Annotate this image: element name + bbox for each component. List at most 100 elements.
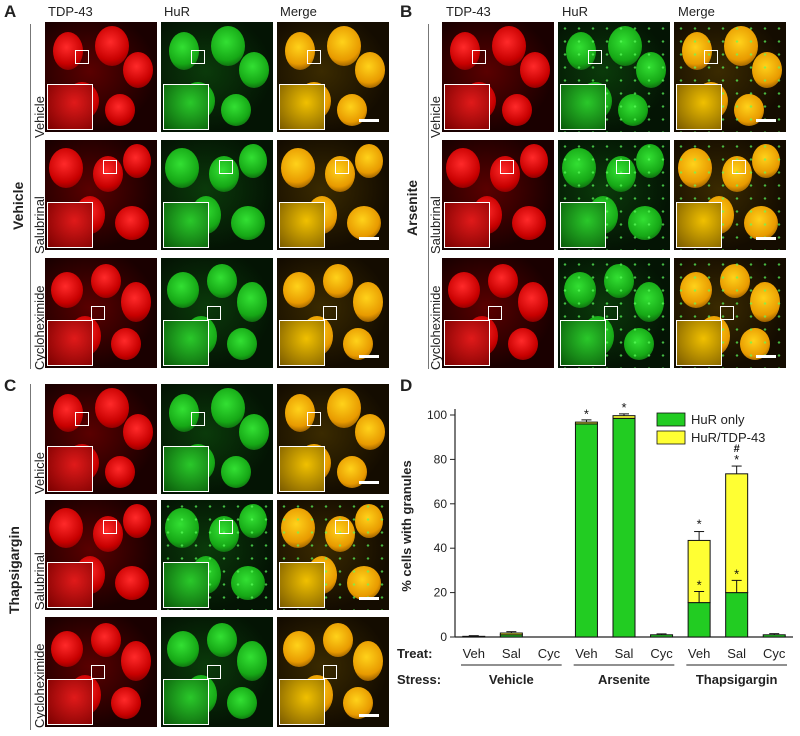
cell-nucleus [490,156,520,192]
treat-label: Treat: [397,646,432,661]
panel-c-letter: C [4,376,17,395]
cell-nucleus [211,26,245,66]
micrograph-b-r2-red [442,140,554,250]
panel-b-header-merge: Merge [678,4,715,19]
panel-c-group-label: Thapsigargin [6,526,22,614]
panel-b-bracket [428,24,429,369]
roi-box [103,520,117,534]
roi-box [588,50,602,64]
stress-group-label: Vehicle [489,672,534,687]
roi-box [75,50,89,64]
roi-box [103,160,117,174]
roi-box [616,160,630,174]
zoom-inset [47,320,93,366]
scale-bar [756,355,776,358]
cell-nucleus [355,52,385,88]
cell-nucleus [121,282,151,322]
zoom-inset [163,446,209,492]
micrograph-c-r3-red [45,617,157,727]
cell-nucleus [123,52,153,88]
cell-nucleus [49,508,83,548]
bar-hur-only [762,634,786,638]
scale-bar [359,237,379,240]
roi-box [307,412,321,426]
legend-label: HuR/TDP-43 [691,430,765,445]
roi-box [335,160,349,174]
roi-box [488,306,502,320]
cell-nucleus [121,641,151,681]
treat-category-label: Sal [502,646,521,661]
panel-b-header-hur: HuR [562,4,589,19]
cell-nucleus [49,148,83,188]
cell-nucleus [448,272,480,308]
cell-nucleus [508,328,538,360]
scale-bar [756,237,776,240]
micrograph-c-r2-merge [277,500,389,610]
significance-star: * [697,577,702,592]
cell-nucleus [115,206,149,240]
micrograph-a-r1-red [45,22,157,132]
micrograph-a-r3-red [45,258,157,368]
roi-box [720,306,734,320]
zoom-inset [444,202,490,248]
roi-box [335,520,349,534]
cell-nucleus [353,282,383,322]
cell-nucleus [327,388,361,428]
panel-a-bracket [30,24,31,369]
cell-nucleus [207,264,237,298]
zoom-inset [279,320,325,366]
panel-a-group-label: Vehicle [10,181,26,230]
panel-b-row-vehicle: Vehicle [428,96,443,138]
y-tick-label: 80 [434,452,448,466]
micrograph-b-r1-merge [674,22,786,132]
roi-box [91,665,105,679]
zoom-inset [47,202,93,248]
cell-nucleus [227,328,257,360]
y-axis-label: % cells with granules [399,460,414,592]
micrograph-c-r1-green [161,384,273,494]
panel-b-letter: B [400,2,413,21]
micrograph-a-r1-green [161,22,273,132]
panel-a-header-merge: Merge [280,4,317,19]
legend-swatch [656,412,686,427]
micrograph-b-r2-merge [674,140,786,250]
stress-label: Stress: [397,672,441,687]
cell-nucleus [105,94,135,126]
cell-nucleus [520,144,548,178]
scale-bar [359,481,379,484]
y-tick-label: 0 [440,630,447,644]
micrograph-b-r1-green [558,22,670,132]
roi-box [91,306,105,320]
significance-star: * [621,400,626,415]
micrograph-c-r2-red [45,500,157,610]
treat-category-label: Veh [463,646,485,661]
scale-bar [756,119,776,122]
cell-nucleus [115,566,149,600]
y-tick-label: 100 [427,408,447,422]
cell-nucleus [323,623,353,657]
cell-nucleus [325,156,355,192]
bar-hur-tdp43 [499,632,523,636]
cell-nucleus [347,206,381,240]
panel-b-row-salubrinal: Salubrinal [428,196,443,254]
cell-nucleus [239,144,267,178]
bar-hur-only [612,417,636,638]
micrograph-b-r3-merge [674,258,786,368]
zoom-inset [279,202,325,248]
cell-nucleus [221,94,251,126]
cell-nucleus [93,156,123,192]
micrograph-c-r2-green [161,500,273,610]
zoom-inset [676,202,722,248]
treat-category-label: Veh [575,646,597,661]
cell-nucleus [488,264,518,298]
micrograph-b-r3-red [442,258,554,368]
panel-b-group-label: Arsenite [404,179,420,236]
y-tick-label: 40 [434,541,448,555]
panel-a-header-tdp43: TDP-43 [48,4,93,19]
bar-hur-tdp43 [574,421,598,425]
zoom-inset [444,84,490,130]
zoom-inset [279,562,325,608]
roi-box [732,160,746,174]
roi-box [191,50,205,64]
